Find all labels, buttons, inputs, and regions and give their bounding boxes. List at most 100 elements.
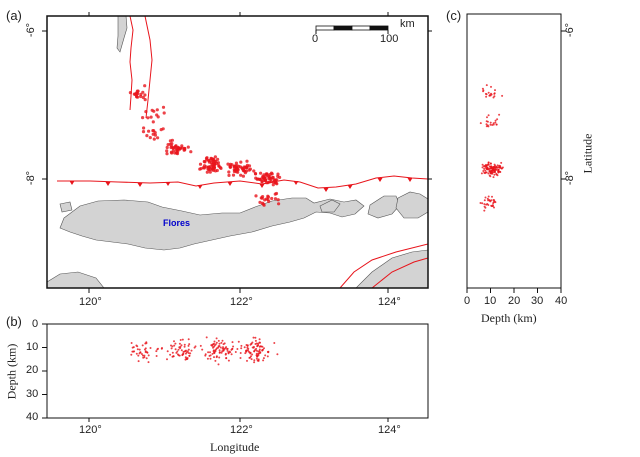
fault-south-2 <box>371 257 428 288</box>
island-small-a <box>319 199 341 213</box>
event-point <box>152 137 156 141</box>
event-point <box>186 350 189 353</box>
event-point <box>146 116 150 120</box>
event-point <box>169 145 173 150</box>
event-point <box>262 359 265 362</box>
event-point <box>221 350 224 353</box>
event-point <box>180 349 183 352</box>
event-point <box>207 351 210 354</box>
event-point <box>487 114 490 117</box>
panel-a-label: (a) <box>6 8 22 23</box>
event-point <box>276 172 280 176</box>
event-point <box>260 179 264 183</box>
event-point <box>491 124 494 126</box>
event-point <box>253 361 256 364</box>
event-point <box>263 347 265 350</box>
event-point <box>218 351 221 354</box>
event-point <box>253 359 256 362</box>
event-point <box>231 341 234 344</box>
event-point <box>151 120 155 124</box>
event-point <box>237 340 240 343</box>
event-point <box>224 347 227 350</box>
event-point <box>266 195 270 199</box>
depth-lon-ytick-10: 10 <box>26 341 39 353</box>
event-point <box>484 92 487 95</box>
event-point <box>198 167 202 171</box>
event-point <box>217 363 220 366</box>
event-point <box>171 351 174 354</box>
event-point <box>226 162 230 166</box>
thrust-teeth <box>69 178 413 192</box>
event-point <box>148 136 152 140</box>
scale-bar <box>315 25 389 34</box>
event-point <box>128 91 132 95</box>
event-point <box>235 164 239 168</box>
island-north-strip <box>116 16 128 53</box>
event-point <box>494 119 497 122</box>
event-point <box>136 89 140 93</box>
event-point <box>488 165 491 168</box>
event-point <box>141 130 146 134</box>
event-point <box>225 357 228 360</box>
event-point <box>493 92 496 95</box>
event-point <box>241 174 245 178</box>
event-point <box>177 348 180 351</box>
event-point <box>181 338 184 341</box>
event-point <box>270 196 274 201</box>
event-point <box>174 342 177 345</box>
event-point <box>487 195 490 198</box>
event-point <box>269 177 273 181</box>
map-frame <box>46 15 429 289</box>
event-point <box>243 346 246 349</box>
event-point <box>481 202 484 205</box>
depth-longitude-panel <box>42 323 429 422</box>
island-small-b <box>59 201 73 213</box>
event-point <box>254 343 257 345</box>
event-point <box>141 90 145 94</box>
event-point <box>232 169 236 174</box>
event-point <box>270 172 274 176</box>
depth-lon-frame <box>46 323 429 419</box>
event-point <box>271 183 275 187</box>
event-point <box>487 91 490 94</box>
event-point <box>184 356 187 359</box>
event-point <box>228 162 233 166</box>
event-point <box>261 345 264 348</box>
map-lat-label-8: -8° <box>25 170 38 186</box>
thrust-tooth <box>323 188 329 192</box>
event-point <box>261 202 265 206</box>
event-point <box>239 160 243 164</box>
thrust-tooth <box>407 178 413 182</box>
depth-lat-xtick-0: 0 <box>464 295 471 307</box>
event-point <box>222 343 225 346</box>
event-point <box>170 142 174 146</box>
event-point <box>216 157 220 161</box>
event-point <box>234 161 238 165</box>
event-point <box>205 170 209 174</box>
event-point <box>155 355 158 357</box>
event-point <box>180 144 184 148</box>
event-point <box>258 338 261 341</box>
depth-latitude-panel <box>466 13 566 293</box>
event-point <box>215 341 218 344</box>
event-point <box>482 90 485 93</box>
event-point <box>175 351 178 354</box>
event-point <box>205 336 208 339</box>
event-point <box>257 344 260 347</box>
event-point <box>238 165 242 169</box>
event-point <box>145 341 148 344</box>
event-point <box>213 342 215 345</box>
event-point <box>138 348 141 351</box>
map-lon-label-120: 120° <box>79 296 102 308</box>
event-point <box>183 343 186 346</box>
event-point <box>135 92 139 96</box>
event-point <box>165 152 169 156</box>
event-point <box>494 89 496 92</box>
event-point <box>194 345 197 348</box>
event-point <box>160 347 163 350</box>
event-point <box>173 340 175 343</box>
event-point <box>183 345 186 348</box>
event-point <box>217 339 220 342</box>
map-lon-label-124: 124° <box>378 296 401 308</box>
event-point <box>143 84 147 88</box>
